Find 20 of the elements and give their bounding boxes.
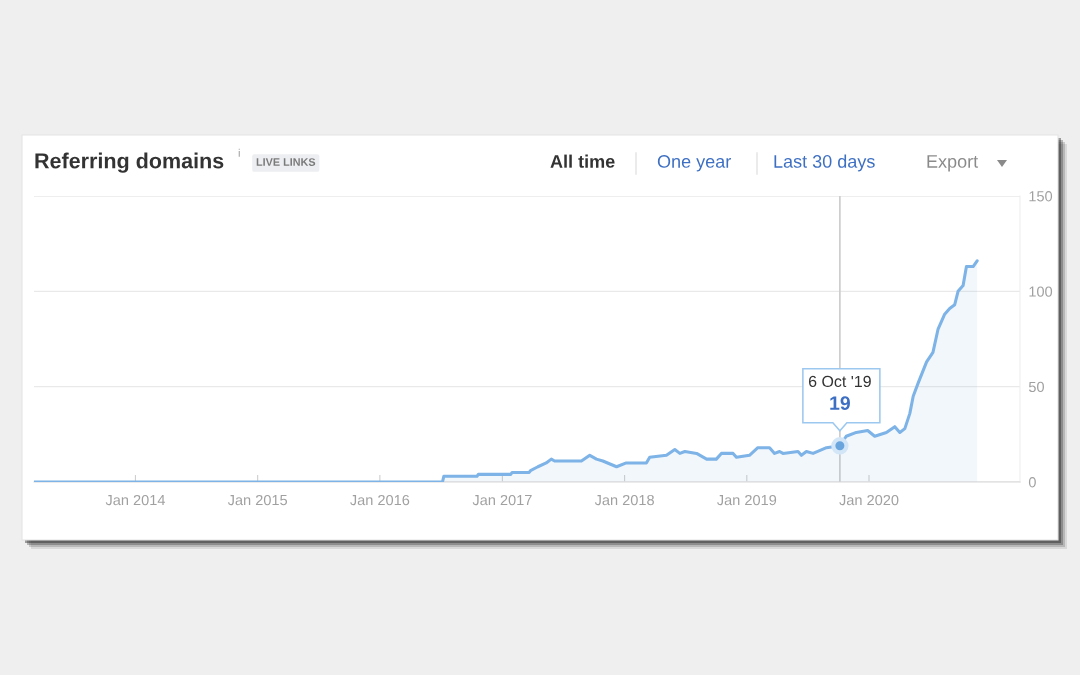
chart-title: Referring domains [35, 152, 224, 173]
text: All time [550, 154, 615, 168]
x-tick-label: Jan 2015 [227, 494, 288, 506]
text: Export [927, 155, 979, 172]
x-tick-label: Jan 2018 [594, 494, 654, 506]
annotation: 6 Oct '19 [808, 375, 871, 388]
x-tick-label: Jan 2017 [472, 494, 532, 506]
x-tick-label: Jan 2019 [717, 494, 777, 506]
annotation: 19 [830, 396, 850, 410]
y-tick-label: 150 [1029, 191, 1053, 202]
text: Last 30 days [774, 154, 875, 172]
text: i [238, 148, 240, 157]
x-tick-label: Jan 2014 [105, 494, 166, 506]
y-tick-label: 50 [1028, 381, 1044, 393]
text: LIVE LINKS [256, 158, 316, 166]
y-tick-label: 0 [1028, 477, 1036, 488]
y-tick-label: 100 [1029, 286, 1053, 297]
x-tick-label: Jan 2016 [350, 494, 410, 506]
text: One year [657, 155, 731, 172]
x-tick-label: Jan 2020 [839, 494, 899, 506]
